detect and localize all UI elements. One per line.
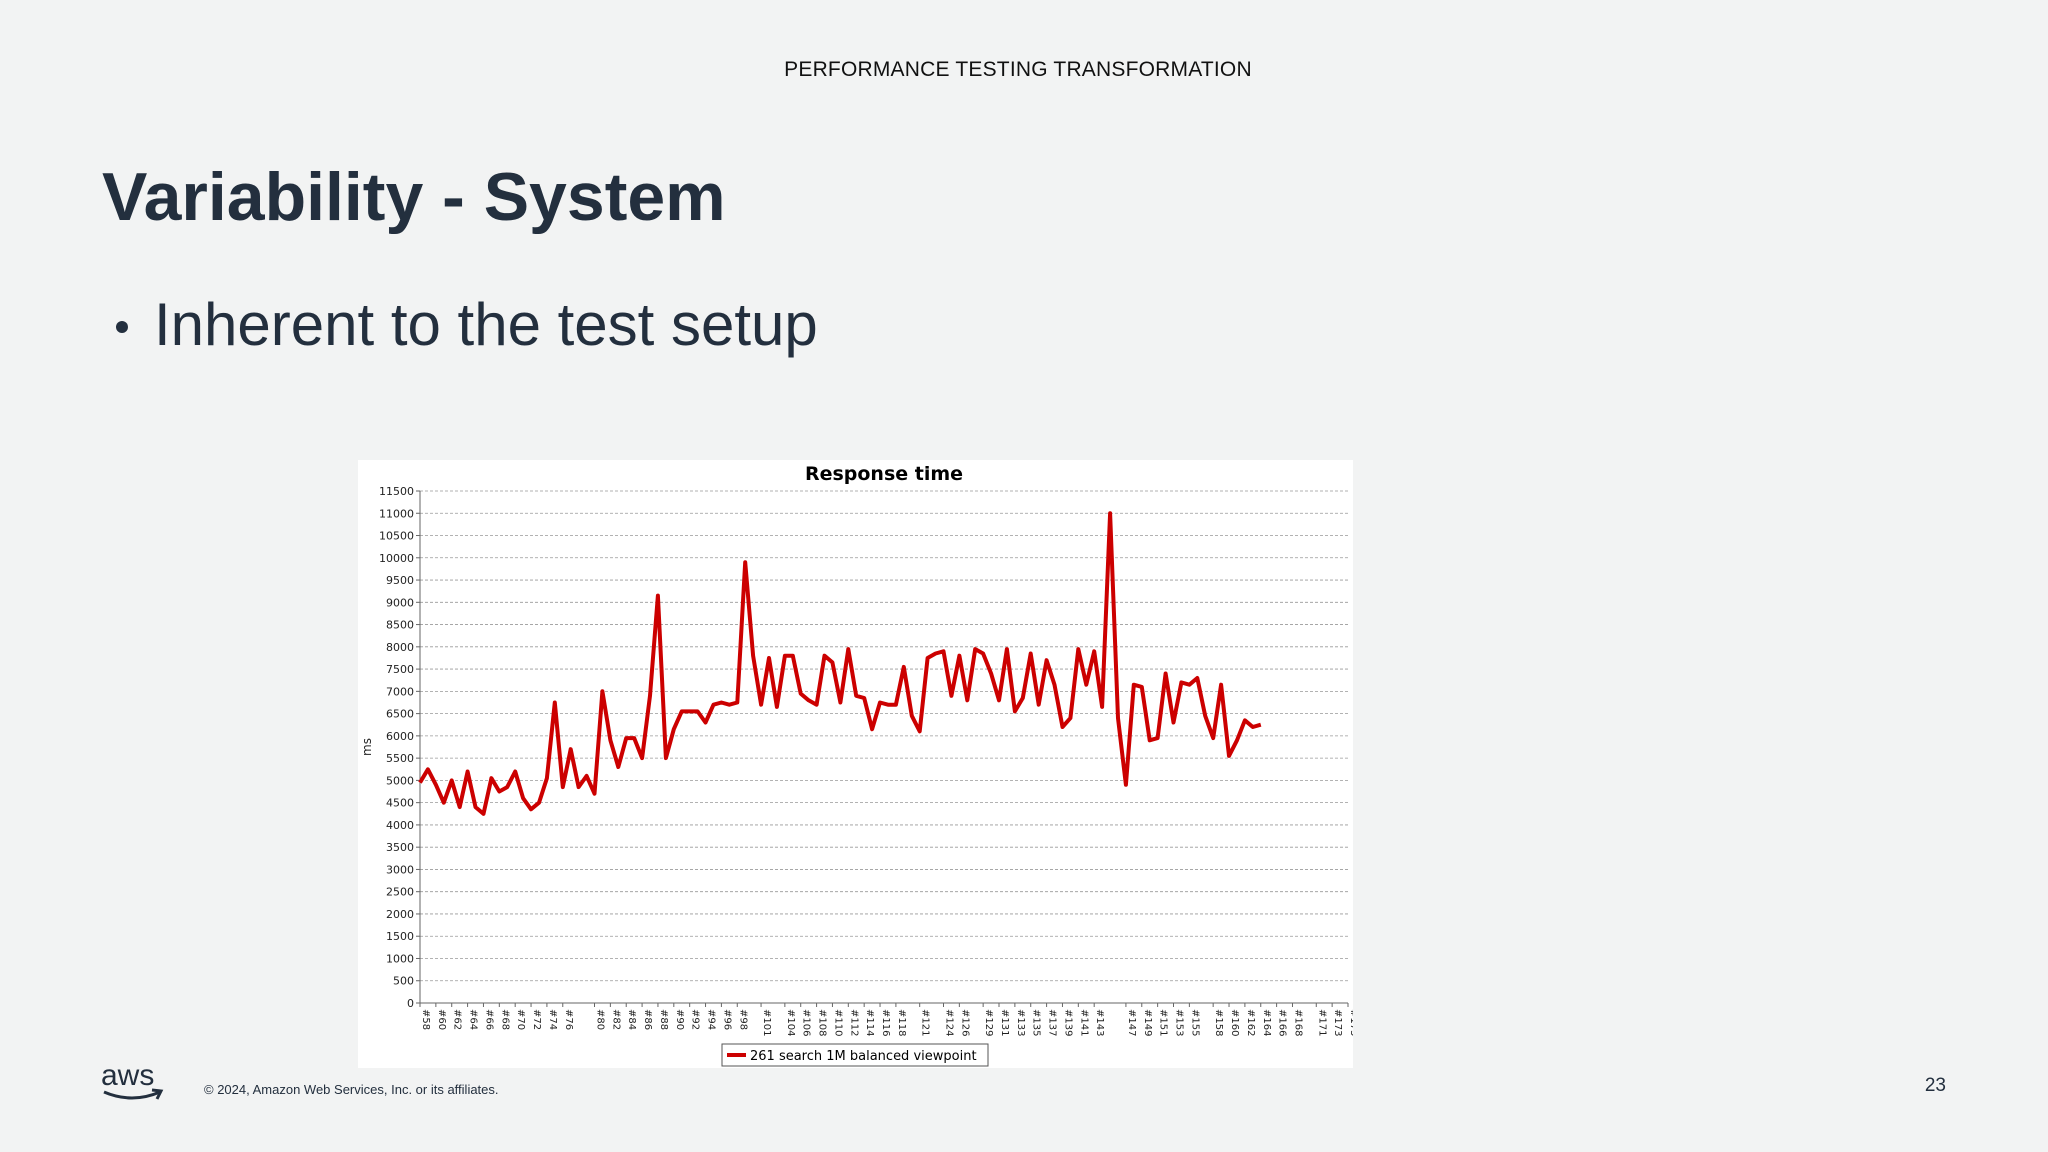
x-tick-label: #149 [1142, 1009, 1153, 1036]
y-tick-label: 500 [393, 975, 414, 988]
legend-box [721, 1043, 989, 1067]
x-tick-label: #70 [515, 1009, 526, 1030]
y-tick-label: 8500 [386, 619, 414, 632]
x-tick-label: #164 [1261, 1009, 1272, 1036]
x-tick-label: #76 [563, 1009, 574, 1030]
bullet-dot-icon [116, 320, 128, 333]
x-tick-label: #110 [832, 1009, 843, 1036]
y-tick-label: 10000 [379, 552, 414, 565]
x-tick-label: #166 [1277, 1009, 1288, 1036]
chart-svg: Response time 0 500 1000 1500 2000 2500 3000 350… [360, 463, 1353, 1067]
y-tick-label: 0 [407, 997, 414, 1010]
y-tick-label: 1000 [386, 952, 414, 965]
x-tick-label: #80 [594, 1009, 605, 1030]
x-tick-label: #137 [1047, 1009, 1058, 1036]
x-tick-label: #86 [642, 1009, 653, 1030]
x-tick-label: #135 [1031, 1009, 1042, 1036]
x-tick-label: #98 [737, 1009, 748, 1030]
aws-logo-text: aws [101, 1059, 154, 1092]
x-tick-label: #168 [1292, 1009, 1303, 1036]
x-tick-label: #143 [1094, 1009, 1105, 1036]
y-tick-label: 3000 [386, 863, 414, 876]
y-tick-label: 4500 [386, 797, 414, 810]
x-tick-label: #171 [1316, 1009, 1327, 1036]
y-tick-label: 6000 [386, 730, 414, 743]
y-tick-label: 3500 [386, 841, 414, 854]
chart-title: Response time [805, 463, 963, 485]
y-tick-label: 11000 [379, 507, 414, 520]
x-tick-label: #153 [1174, 1009, 1185, 1036]
y-tick-label: 9500 [386, 574, 414, 587]
copyright-text: © 2024, Amazon Web Services, Inc. or its… [204, 1082, 499, 1097]
x-tick-label: #82 [610, 1009, 621, 1030]
x-tick-label: #129 [983, 1009, 994, 1036]
bullet-item: Inherent to the test setup [116, 290, 818, 359]
deck-header: PERFORMANCE TESTING TRANSFORMATION [784, 58, 1252, 81]
y-tick-label: 11500 [379, 485, 414, 498]
response-time-chart: Response time 0 500 1000 1500 2000 2500 3000 350… [358, 460, 1353, 1068]
x-tick-label: #90 [674, 1009, 685, 1030]
slide-title: Variability - System [102, 159, 726, 235]
x-tick-label: #58 [420, 1009, 431, 1030]
bullet-text: Inherent to the test setup [154, 291, 818, 358]
x-tick-label: #162 [1245, 1009, 1256, 1036]
x-tick-label: #118 [896, 1009, 907, 1036]
y-tick-label: 10500 [379, 530, 414, 543]
x-tick-label: #104 [785, 1009, 796, 1036]
x-tick-label: #155 [1189, 1009, 1200, 1036]
y-tick-label: 4000 [386, 819, 414, 832]
x-tick-label: #84 [626, 1009, 637, 1030]
y-tick-label: 6500 [386, 708, 414, 721]
y-tick-label: 9000 [386, 596, 414, 609]
x-tick-label: #60 [436, 1009, 447, 1030]
y-tick-label: 5000 [386, 774, 414, 787]
x-tick-label: #62 [452, 1009, 463, 1030]
x-tick-label: #121 [920, 1009, 931, 1036]
y-tick-label: 2000 [386, 908, 414, 921]
x-tick-label: #116 [880, 1009, 891, 1036]
legend-label: 261 search 1M balanced viewpoint [750, 1049, 977, 1064]
x-tick-label: #114 [864, 1009, 875, 1036]
x-tick-label: #64 [468, 1009, 479, 1030]
x-tick-label: #92 [690, 1009, 701, 1030]
x-tick-label: #173 [1332, 1009, 1343, 1036]
x-tick-label: #124 [943, 1009, 954, 1036]
x-tick-label: #151 [1158, 1009, 1169, 1036]
x-tick-label: #160 [1229, 1009, 1240, 1036]
x-tick-label: #139 [1062, 1009, 1073, 1036]
x-tick-label: #88 [658, 1009, 669, 1030]
x-tick-label: #94 [706, 1009, 717, 1030]
x-tick-label: #68 [499, 1009, 510, 1030]
x-tick-label: #106 [801, 1009, 812, 1036]
y-tick-label: 2500 [386, 886, 414, 899]
x-tick-label: #131 [999, 1009, 1010, 1036]
x-tick-label: #101 [761, 1009, 772, 1036]
y-tick-label: 7500 [386, 663, 414, 676]
x-tick-label: #72 [531, 1009, 542, 1030]
y-tick-label: 7000 [386, 685, 414, 698]
x-tick-label: #175 [1348, 1009, 1353, 1036]
x-tick-label: #112 [848, 1009, 859, 1036]
x-tick-label: #141 [1078, 1009, 1089, 1036]
y-tick-label: 5500 [386, 752, 414, 765]
x-tick-label: #108 [817, 1009, 828, 1036]
y-axis-label: ms [360, 738, 374, 756]
y-tick-label: 8000 [386, 641, 414, 654]
y-tick-label: 1500 [386, 930, 414, 943]
x-tick-label: #147 [1126, 1009, 1137, 1036]
x-tick-label: #133 [1015, 1009, 1026, 1036]
page-number: 23 [1924, 1075, 1946, 1096]
x-tick-label: #96 [721, 1009, 732, 1030]
x-tick-label: #66 [483, 1009, 494, 1030]
aws-logo-icon: aws [101, 1059, 164, 1100]
x-tick-label: #74 [547, 1009, 558, 1030]
series-line [418, 511, 1262, 816]
x-tick-label: #158 [1213, 1009, 1224, 1036]
x-tick-label: #126 [959, 1009, 970, 1036]
